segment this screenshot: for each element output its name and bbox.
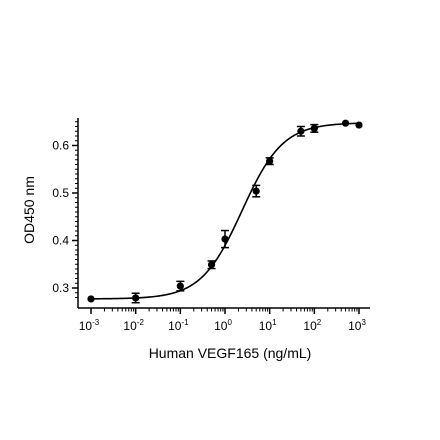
y-tick-label: 0.6 [52, 139, 69, 153]
x-tick-label: 100 [214, 318, 232, 333]
x-tick-label: 10-1 [168, 318, 189, 333]
y-tick-label: 0.3 [52, 281, 69, 295]
x-tick-label: 102 [303, 318, 321, 333]
y-tick-label: 0.4 [52, 234, 69, 248]
x-tick-label: 103 [348, 318, 366, 333]
axes [72, 118, 370, 314]
error-bars [131, 123, 319, 304]
data-point [355, 121, 363, 129]
data-point [207, 261, 216, 269]
data-points [87, 119, 363, 303]
y-tick-label: 0.5 [52, 186, 69, 200]
x-tick-label: 101 [259, 318, 277, 333]
tick-labels: 0.3 0.4 0.5 0.6 10-3 10-2 10-1 100 101 102 103 [52, 139, 366, 334]
data-point [176, 282, 184, 290]
data-point [341, 119, 350, 127]
y-axis-title: OD450 nm [21, 176, 37, 244]
fit-curve [90, 122, 360, 300]
x-tick-label: 10-3 [79, 318, 100, 333]
x-axis-title: Human VEGF165 (ng/mL) [149, 345, 312, 361]
data-point [310, 124, 318, 132]
data-point [221, 235, 229, 243]
data-point [132, 294, 140, 302]
x-tick-label: 10-2 [123, 318, 144, 333]
data-point [297, 127, 305, 135]
data-point [252, 187, 260, 195]
data-point [87, 295, 95, 303]
data-point [266, 157, 274, 165]
